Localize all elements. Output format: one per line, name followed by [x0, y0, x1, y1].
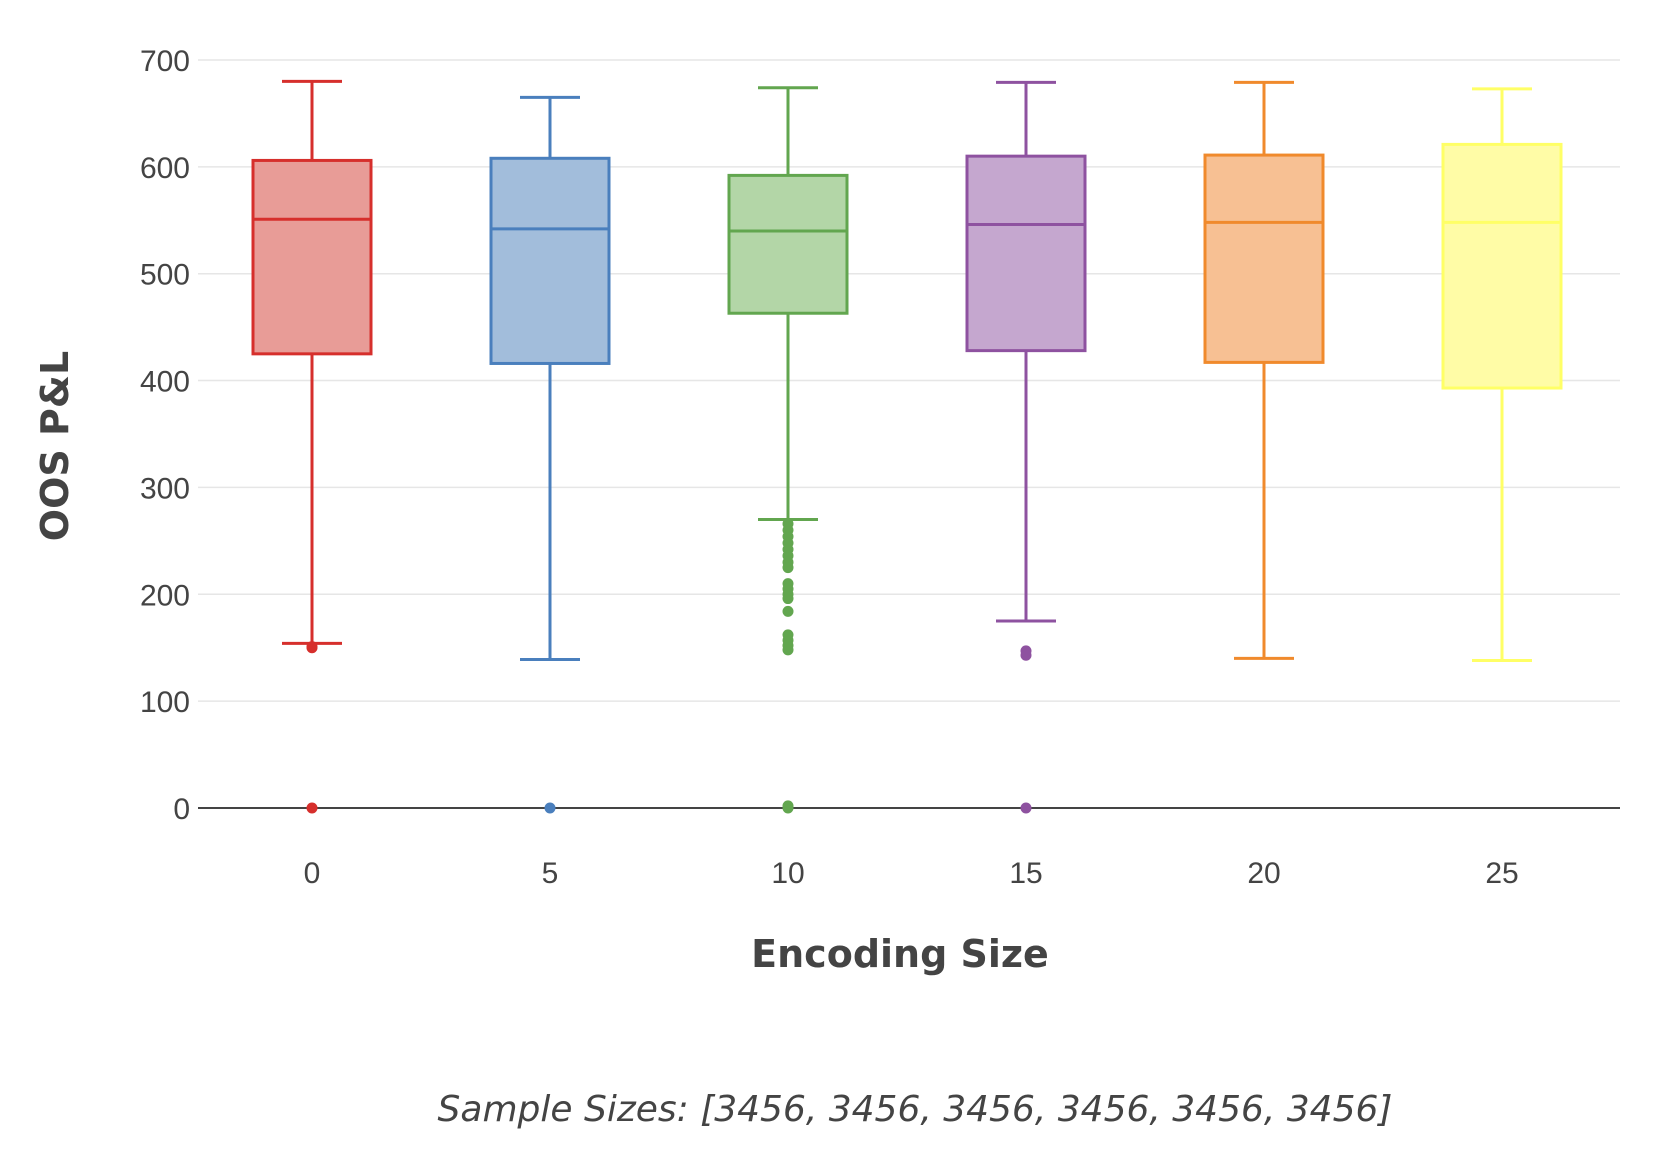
y-tick-label-700: 700: [140, 45, 190, 78]
y-tick-label-600: 600: [140, 152, 190, 185]
x-axis-ticks: 0 5 10 15 20 25: [304, 857, 1519, 890]
box-10: [727, 86, 849, 521]
box-5: [489, 95, 611, 661]
outlier-point: [1020, 649, 1032, 661]
x-tick-label-10: 10: [771, 857, 804, 890]
y-axis-title: OOS P&L: [33, 351, 77, 541]
outlier-point: [782, 562, 794, 574]
y-tick-label-300: 300: [140, 472, 190, 505]
y-tick-label-200: 200: [140, 579, 190, 612]
box-25: [1441, 87, 1563, 663]
outlier-point: [782, 802, 794, 814]
iqr-box: [1441, 142, 1563, 390]
outlier-point: [306, 641, 318, 653]
x-tick-label-15: 15: [1009, 857, 1042, 890]
box-15: [965, 80, 1087, 623]
y-tick-label-0: 0: [173, 793, 190, 826]
iqr-box: [489, 156, 611, 365]
x-tick-label-0: 0: [304, 857, 321, 890]
outlier-point: [782, 593, 794, 605]
iqr-box: [1203, 153, 1325, 364]
outlier-point: [1020, 802, 1032, 814]
x-tick-label-5: 5: [542, 857, 559, 890]
y-tick-label-400: 400: [140, 366, 190, 399]
iqr-box: [727, 173, 849, 315]
outlier-point: [782, 644, 794, 656]
gridlines: [198, 59, 1620, 809]
box-0: [251, 79, 373, 645]
iqr-box: [251, 158, 373, 356]
y-tick-label-500: 500: [140, 259, 190, 292]
y-axis-ticks: 0 100 200 300 400 500 600 700: [140, 45, 190, 826]
outlier-point: [544, 802, 556, 814]
box-series: [251, 79, 1563, 663]
x-tick-label-25: 25: [1485, 857, 1518, 890]
x-axis-title: Encoding Size: [751, 932, 1049, 976]
x-tick-label-20: 20: [1247, 857, 1280, 890]
iqr-box: [965, 154, 1087, 353]
outlier-points: [306, 518, 1032, 814]
sample-sizes-caption: Sample Sizes: [3456, 3456, 3456, 3456, 3…: [438, 1089, 1393, 1130]
box-20: [1203, 80, 1325, 660]
y-tick-label-100: 100: [140, 686, 190, 719]
outlier-point: [782, 605, 794, 617]
outlier-point: [306, 802, 318, 814]
